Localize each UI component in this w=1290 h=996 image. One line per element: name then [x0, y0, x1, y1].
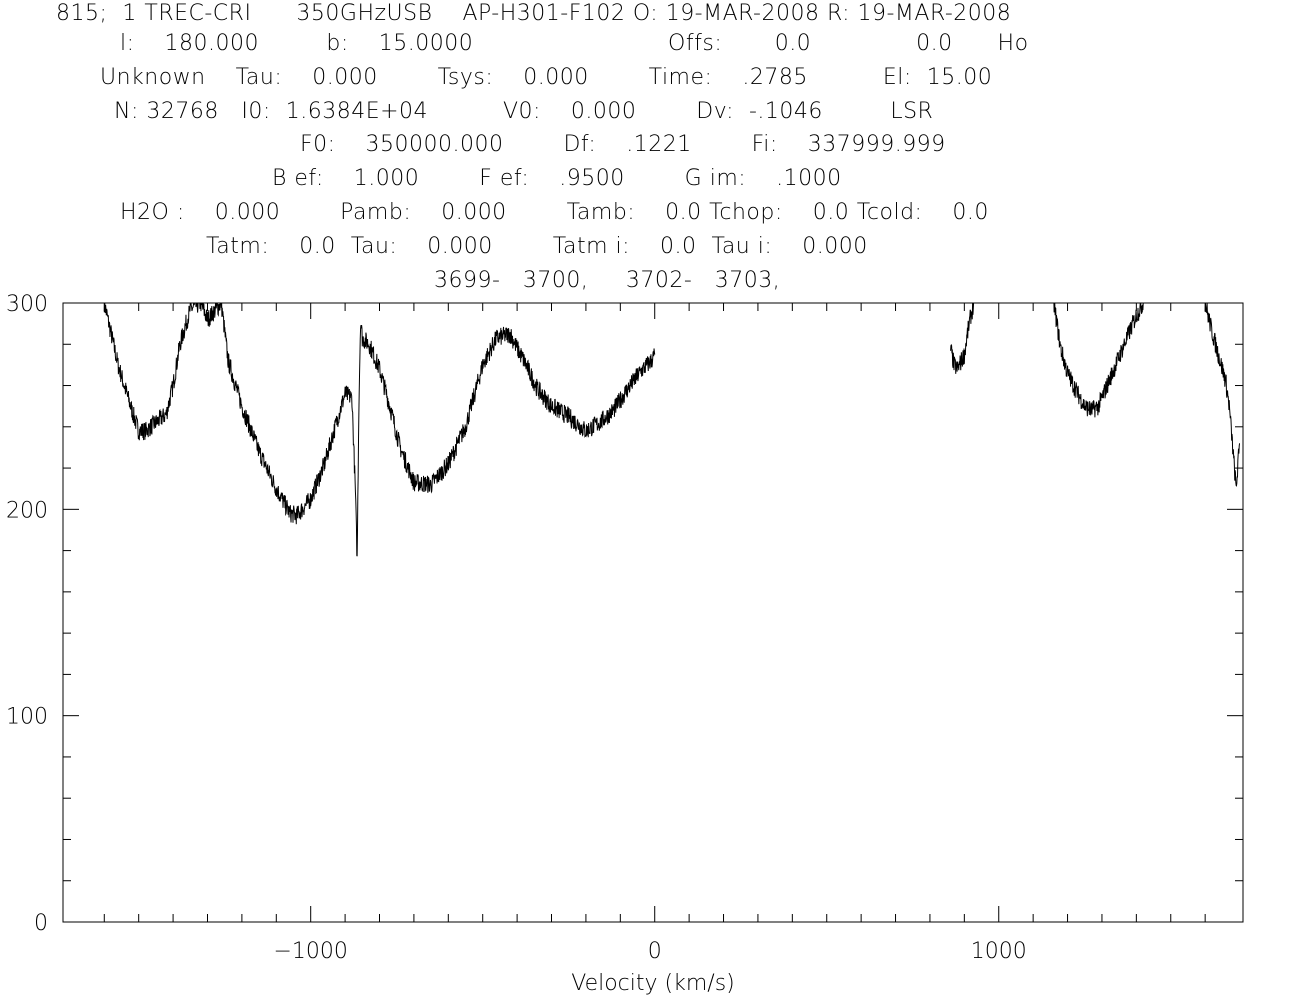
spectrum-line — [1053, 303, 1144, 418]
header-line-1: 815; 1 TREC-CRI 350GHzUSB AP-H301-F102 O… — [56, 1, 1012, 26]
x-tick-label: 1000 — [971, 939, 1027, 964]
header-line-9: 3699- 3700, 3702- 3703, — [434, 268, 781, 293]
header-line-8: Tatm: 0.0 Tau: 0.000 Tatm i: 0.0 Tau i: … — [206, 234, 868, 259]
header-line-6: B ef: 1.000 F ef: .9500 G im: .1000 — [272, 166, 842, 191]
x-tick-label: 0 — [648, 939, 662, 964]
x-tick-label: −1000 — [273, 939, 347, 964]
spectrum-line — [103, 303, 656, 557]
x-axis-label: Velocity (km/s) — [571, 971, 735, 996]
plot-frame — [62, 302, 1244, 923]
header-line-7: H2O : 0.000 Pamb: 0.000 Tamb: 0.0 Tchop:… — [120, 200, 989, 225]
header-line-5: F0: 350000.000 Df: .1221 Fi: 337999.999 — [300, 132, 946, 157]
y-tick-label: 100 — [6, 705, 48, 730]
y-tick-label: 200 — [6, 498, 48, 523]
header-line-3: Unknown Tau: 0.000 Tsys: 0.000 Time: .27… — [100, 65, 993, 90]
header-line-4: N: 32768 I0: 1.6384E+04 V0: 0.000 Dv: -.… — [114, 99, 934, 124]
header-line-2: l: 180.000 b: 15.0000 Offs: 0.0 0.0 Ho — [120, 31, 1029, 56]
y-tick-label: 300 — [6, 292, 48, 317]
spectrum-line — [1204, 303, 1241, 487]
y-tick-label: 0 — [34, 911, 48, 936]
spectrum-line — [950, 303, 975, 374]
